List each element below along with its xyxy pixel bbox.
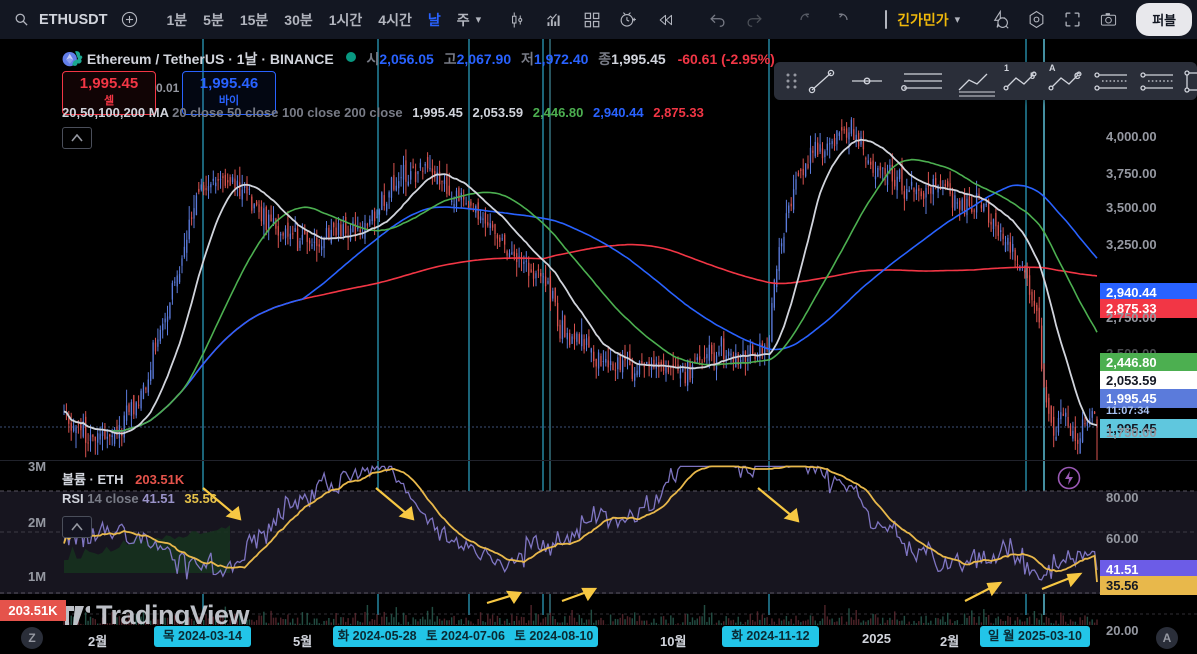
svg-text:Z: Z: [28, 631, 35, 645]
svg-text:A: A: [1163, 631, 1172, 645]
